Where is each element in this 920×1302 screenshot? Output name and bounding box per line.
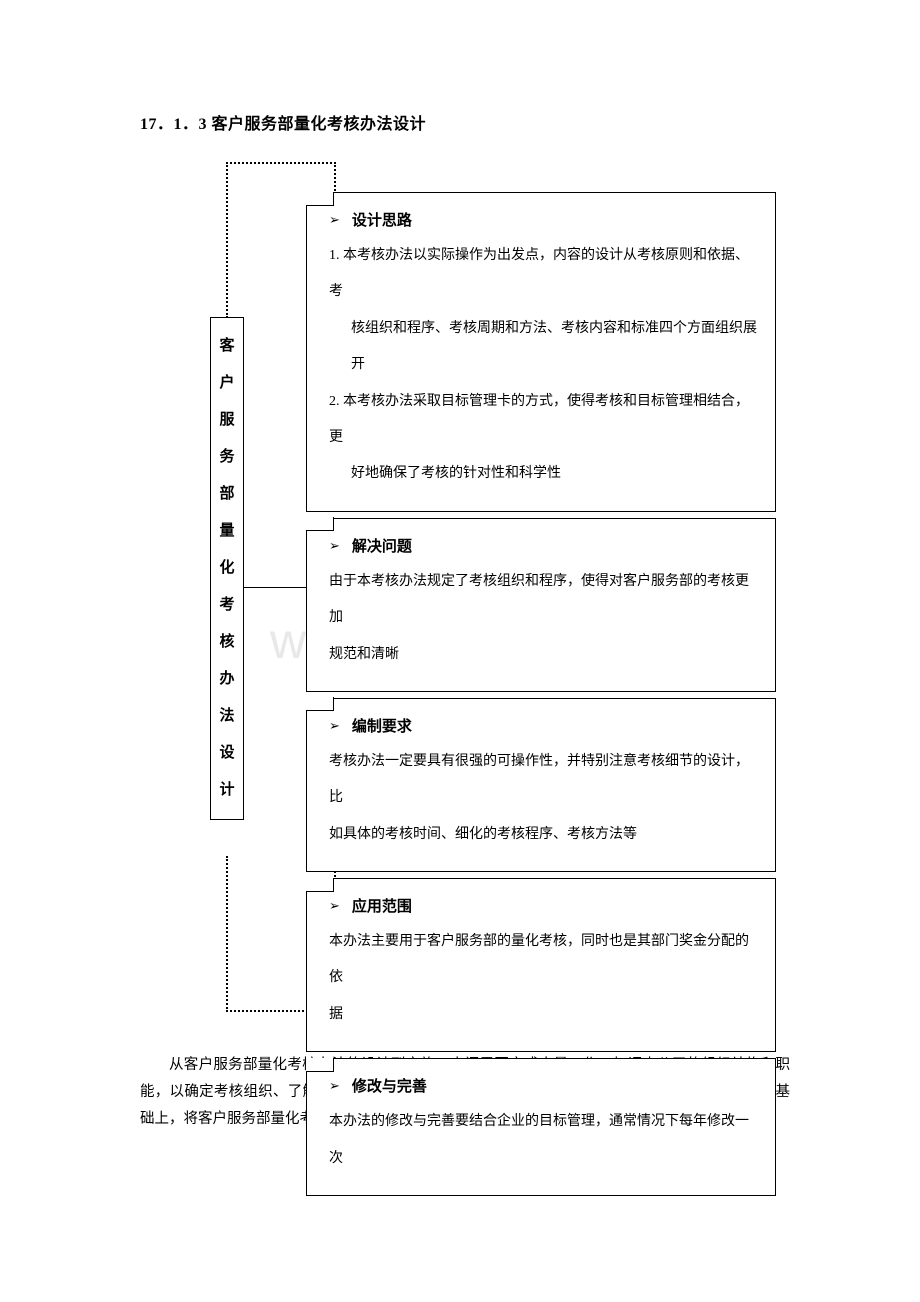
box-line: 1. 本考核办法以实际操作为出发点，内容的设计从考核原则和依据、考 bbox=[329, 238, 761, 311]
vertical-title-box: 客户服务部量化考核办法设计 bbox=[210, 317, 244, 820]
box-body: 考核办法一定要具有很强的可操作性，并特别注意考核细节的设计，比如具体的考核时间、… bbox=[325, 744, 761, 853]
vertical-label-char: 量 bbox=[219, 524, 234, 539]
box-title-row: ➢ 修改与完善 bbox=[329, 1075, 761, 1096]
box-title: 编制要求 bbox=[352, 715, 412, 736]
connector-line bbox=[244, 587, 306, 588]
box-title: 设计思路 bbox=[352, 209, 412, 230]
box-title: 修改与完善 bbox=[352, 1075, 427, 1096]
box-notch bbox=[306, 192, 334, 206]
box-title-row: ➢ 应用范围 bbox=[329, 895, 761, 916]
vertical-label-char: 客 bbox=[219, 339, 234, 354]
chevron-right-icon: ➢ bbox=[329, 539, 340, 552]
info-box: ➢ 解决问题由于本考核办法规定了考核组织和程序，使得对客户服务部的考核更加规范和清… bbox=[306, 518, 776, 692]
vertical-label-char: 户 bbox=[219, 376, 234, 391]
vertical-label-char: 法 bbox=[219, 709, 234, 724]
vertical-label-char: 办 bbox=[219, 672, 234, 687]
info-box: ➢ 设计思路 1. 本考核办法以实际操作为出发点，内容的设计从考核原则和依据、考核组… bbox=[306, 192, 776, 512]
box-notch bbox=[306, 697, 334, 711]
box-line: 如具体的考核时间、细化的考核程序、考核方法等 bbox=[329, 817, 761, 853]
diagram-container: www.bdocx.com 客户服务部量化考核办法设计 ➢设计思路1. 本考核办… bbox=[180, 162, 790, 1012]
info-box: ➢ 编制要求考核办法一定要具有很强的可操作性，并特别注意考核细节的设计，比如具体的… bbox=[306, 698, 776, 872]
vertical-label-char: 部 bbox=[219, 487, 234, 502]
box-notch bbox=[306, 878, 334, 892]
vertical-label-char: 化 bbox=[219, 561, 234, 576]
section-heading: 17．1．3 客户服务部量化考核办法设计 bbox=[140, 110, 790, 134]
vertical-label-char: 务 bbox=[219, 450, 234, 465]
box-line: 好地确保了考核的针对性和科学性 bbox=[329, 456, 761, 492]
box-title: 解决问题 bbox=[352, 535, 412, 556]
box-line: 本办法主要用于客户服务部的量化考核，同时也是其部门奖金分配的依 bbox=[329, 924, 761, 997]
box-line: 规范和清晰 bbox=[329, 637, 761, 673]
vertical-label-char: 计 bbox=[219, 783, 234, 798]
box-title-row: ➢ 解决问题 bbox=[329, 535, 761, 556]
vertical-label-char: 服 bbox=[219, 413, 234, 428]
box-body: 1. 本考核办法以实际操作为出发点，内容的设计从考核原则和依据、考核组织和程序、… bbox=[325, 238, 761, 493]
box-title-row: ➢ 设计思路 bbox=[329, 209, 761, 230]
box-title: 应用范围 bbox=[352, 895, 412, 916]
boxes-column: ➢ 设计思路 1. 本考核办法以实际操作为出发点，内容的设计从考核原则和依据、考核组… bbox=[306, 192, 776, 1196]
vertical-label-char: 核 bbox=[219, 635, 234, 650]
box-body: 由于本考核办法规定了考核组织和程序，使得对客户服务部的考核更加规范和清晰 bbox=[325, 564, 761, 673]
box-notch bbox=[306, 1058, 334, 1072]
box-line: 据 bbox=[329, 997, 761, 1033]
box-line: 考核办法一定要具有很强的可操作性，并特别注意考核细节的设计，比 bbox=[329, 744, 761, 817]
box-line: 核组织和程序、考核周期和方法、考核内容和标准四个方面组织展开 bbox=[329, 311, 761, 384]
box-line: 由于本考核办法规定了考核组织和程序，使得对客户服务部的考核更加 bbox=[329, 564, 761, 637]
box-notch bbox=[306, 517, 334, 531]
chevron-right-icon: ➢ bbox=[329, 1079, 340, 1092]
info-box: ➢ 应用范围本办法主要用于客户服务部的量化考核，同时也是其部门奖金分配的依据 bbox=[306, 878, 776, 1052]
box-body: 本办法主要用于客户服务部的量化考核，同时也是其部门奖金分配的依据 bbox=[325, 924, 761, 1033]
box-body: 本办法的修改与完善要结合企业的目标管理，通常情况下每年修改一次 bbox=[325, 1104, 761, 1177]
vertical-label-char: 考 bbox=[219, 598, 234, 613]
box-line: 本办法的修改与完善要结合企业的目标管理，通常情况下每年修改一次 bbox=[329, 1104, 761, 1177]
chevron-right-icon: ➢ bbox=[329, 899, 340, 912]
vertical-label-char: 设 bbox=[219, 746, 234, 761]
info-box: ➢ 修改与完善本办法的修改与完善要结合企业的目标管理，通常情况下每年修改一次 bbox=[306, 1058, 776, 1196]
box-title-row: ➢ 编制要求 bbox=[329, 715, 761, 736]
chevron-right-icon: ➢ bbox=[329, 719, 340, 732]
box-line: 2. 本考核办法采取目标管理卡的方式，使得考核和目标管理相结合，更 bbox=[329, 384, 761, 457]
page: 17．1．3 客户服务部量化考核办法设计 www.bdocx.com 客户服务部… bbox=[0, 0, 920, 1212]
chevron-right-icon: ➢ bbox=[329, 213, 340, 226]
